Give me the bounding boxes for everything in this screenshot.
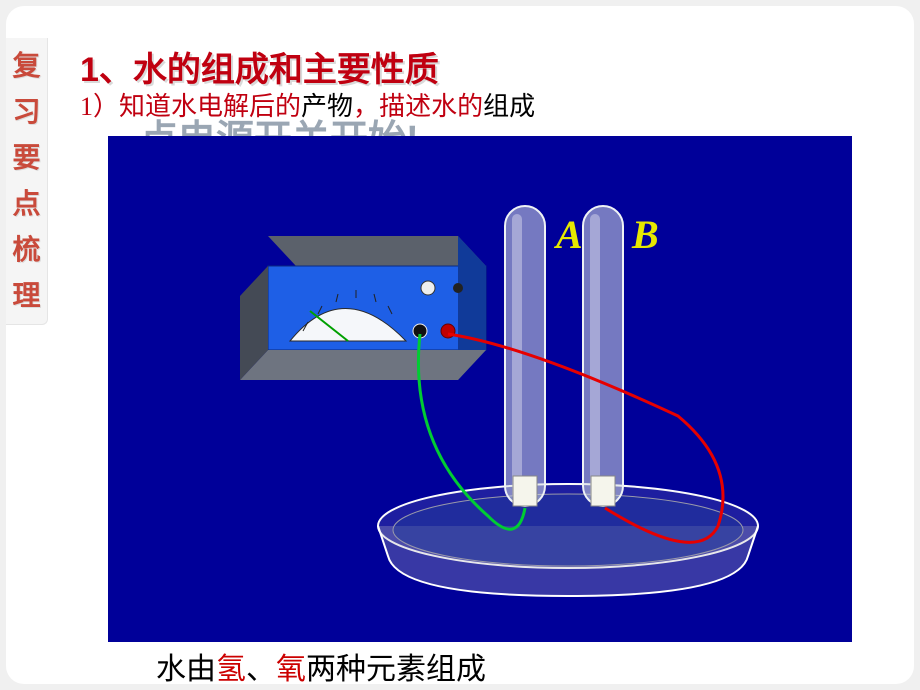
sub-prefix: 1）	[80, 92, 119, 121]
bottom-prefix: 水由	[156, 653, 216, 686]
sidebar-char: 梳	[12, 228, 40, 268]
tube-label-b: B	[631, 212, 659, 257]
tube-b	[583, 206, 623, 506]
sidebar-char: 习	[12, 90, 40, 130]
sidebar-char: 要	[12, 136, 40, 176]
sub-black2: 组成	[483, 92, 535, 121]
sidebar-char: 点	[12, 182, 40, 222]
heading-sep: 、	[99, 51, 133, 89]
sidebar-char: 复	[12, 44, 40, 84]
heading-title: 水的组成和主要性质	[133, 51, 439, 89]
bottom-suffix: 两种元素组成	[306, 653, 486, 686]
bottom-sep: 、	[246, 653, 276, 686]
tube-a	[505, 206, 545, 506]
conclusion: 水由氢、氧两种元素组成	[156, 644, 486, 688]
sidebar-char: 理	[12, 274, 40, 314]
heading-number: 1	[80, 51, 99, 89]
heading: 1、水的组成和主要性质	[80, 42, 439, 91]
tube-label-a: A	[553, 212, 583, 257]
sidebar-tab: 复习要点梳理	[6, 38, 48, 325]
bottom-h: 氢	[216, 653, 246, 686]
bottom-o: 氧	[276, 653, 306, 686]
electrolysis-diagram: A B	[108, 136, 852, 642]
